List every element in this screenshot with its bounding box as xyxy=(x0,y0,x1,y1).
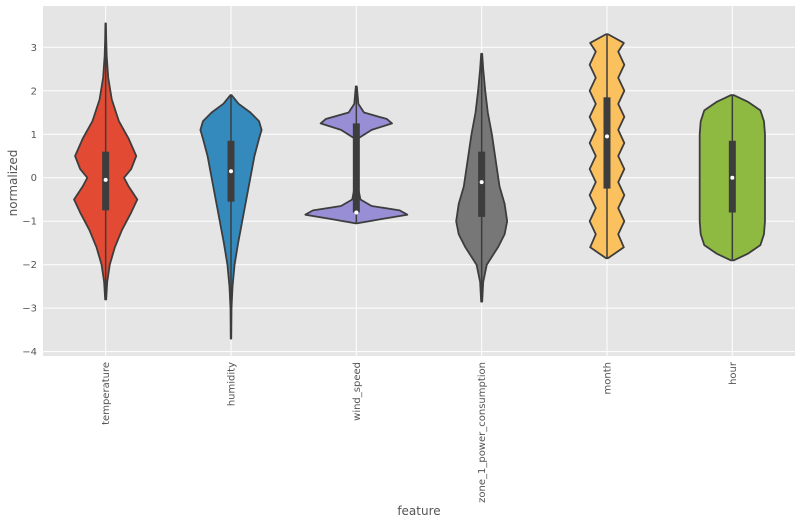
x-tick-labels: temperature humidity wind_speed zone_1_powe… xyxy=(101,361,739,503)
x-tick-label: zone_1_power_consumption xyxy=(477,362,488,503)
y-tick-label: −2 xyxy=(22,260,37,271)
x-tick-label: hour xyxy=(728,361,739,385)
x-tick-label: temperature xyxy=(101,362,112,425)
y-tick-label: −4 xyxy=(22,347,37,358)
violin-median xyxy=(605,134,609,139)
violin-median xyxy=(479,180,484,185)
violin-iqr-box xyxy=(603,97,611,189)
y-axis-title: normalized xyxy=(6,150,20,217)
violin-median xyxy=(730,175,735,180)
y-tick-label: 2 xyxy=(31,86,37,97)
x-axis-title: feature xyxy=(397,504,440,518)
violin-iqr-box xyxy=(478,151,486,217)
y-tick-label: −3 xyxy=(22,304,37,315)
y-tick-label: 3 xyxy=(31,43,37,54)
violin-median xyxy=(354,210,359,215)
x-tick-label: month xyxy=(603,362,614,394)
violin-iqr-box xyxy=(352,123,360,213)
y-tick-labels: −4 −3 −2 −1 0 1 2 3 xyxy=(22,43,37,358)
violin-median xyxy=(229,169,233,174)
violin-median xyxy=(103,177,108,182)
y-tick-label: −1 xyxy=(22,217,37,228)
y-tick-label: 0 xyxy=(31,173,37,184)
y-tick-label: 1 xyxy=(31,130,37,141)
violins xyxy=(73,22,766,340)
x-tick-label: wind_speed xyxy=(352,362,363,421)
x-tick-label: humidity xyxy=(227,362,238,406)
plot-background xyxy=(43,6,795,356)
